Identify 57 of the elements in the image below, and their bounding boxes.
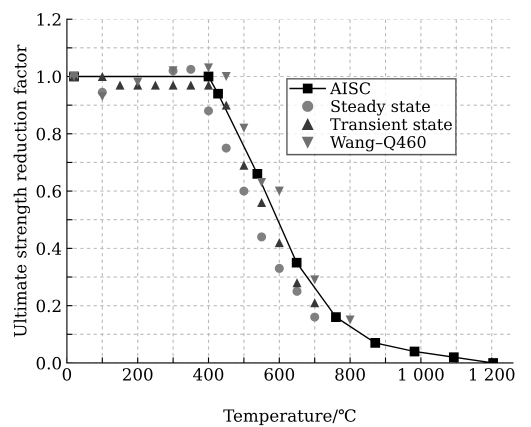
y-tick-label: 0.6 (36, 185, 61, 198)
x-tick-label: 600 (264, 368, 294, 381)
y-tick-label: 0.8 (36, 128, 61, 140)
point (222, 144, 231, 153)
legend-label: AISC (330, 82, 370, 94)
point (116, 80, 125, 90)
point (133, 78, 142, 87)
x-tick-label: 1 000 (399, 368, 444, 381)
x-tick-label: 400 (193, 368, 224, 381)
point (186, 80, 196, 90)
legend-label: Transient state (330, 118, 452, 130)
point (346, 315, 355, 324)
point (168, 80, 178, 90)
point (204, 106, 214, 116)
y-axis-title: Ultimate strength reduction factor (14, 44, 30, 337)
point (150, 80, 160, 90)
point (370, 338, 380, 348)
y-tick-label: 0.0 (36, 356, 61, 370)
point (274, 264, 284, 273)
point (222, 72, 231, 82)
point (292, 278, 302, 288)
point (204, 63, 214, 72)
legend-label: Steady state (331, 100, 430, 116)
x-axis-title: Temperature/℃ (223, 409, 356, 426)
point (331, 312, 341, 322)
point (239, 124, 248, 133)
point (310, 312, 320, 322)
point (186, 64, 196, 74)
point (213, 88, 223, 99)
point (410, 346, 420, 356)
point (239, 186, 248, 196)
point (257, 178, 266, 187)
point (98, 72, 107, 82)
point (239, 160, 248, 170)
point (274, 238, 284, 248)
point (274, 186, 284, 196)
y-tick-label: 0.2 (36, 300, 60, 312)
point (448, 352, 459, 362)
y-tick-label: 1.0 (38, 70, 61, 84)
y-tick-label: 1.2 (38, 13, 60, 26)
point (204, 80, 214, 90)
point (222, 100, 231, 110)
point (310, 275, 320, 284)
legend-label: Wang–Q460 (330, 136, 426, 152)
y-tick-label: 0.4 (36, 242, 62, 255)
x-tick-label: 0 (62, 368, 72, 381)
point (292, 258, 302, 268)
point (310, 298, 320, 308)
point (257, 198, 266, 208)
x-tick-label: 200 (122, 368, 153, 381)
point (292, 286, 302, 296)
x-tick-label: 800 (335, 368, 365, 381)
x-tick-label: 1 200 (470, 368, 514, 381)
point (257, 232, 266, 242)
point (204, 72, 214, 82)
point (252, 169, 262, 179)
point (98, 92, 107, 102)
